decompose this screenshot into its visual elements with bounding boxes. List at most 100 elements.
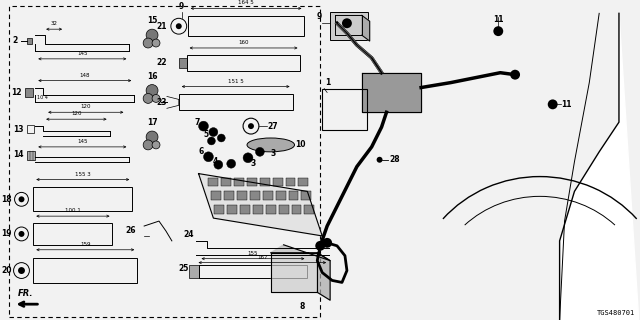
Text: 17: 17	[147, 118, 157, 127]
Circle shape	[342, 18, 352, 28]
Text: 15: 15	[147, 16, 157, 25]
Bar	[240, 205, 250, 214]
Text: 22: 22	[156, 58, 167, 67]
Bar	[214, 205, 224, 214]
Bar	[263, 191, 273, 200]
Bar	[179, 58, 187, 68]
Bar	[211, 191, 221, 200]
Circle shape	[18, 267, 25, 274]
Polygon shape	[335, 15, 362, 35]
Text: 10 4: 10 4	[37, 95, 48, 100]
Circle shape	[227, 159, 236, 168]
Text: 6: 6	[198, 147, 204, 156]
Polygon shape	[198, 174, 322, 236]
Circle shape	[322, 238, 332, 248]
Text: 23: 23	[156, 98, 167, 107]
Circle shape	[146, 84, 158, 96]
Text: 18: 18	[1, 195, 12, 204]
Bar	[298, 178, 308, 187]
Text: FR.: FR.	[18, 289, 33, 298]
Bar	[278, 205, 289, 214]
Circle shape	[510, 70, 520, 80]
Text: 120: 120	[81, 104, 91, 109]
Text: 32: 32	[51, 21, 58, 26]
Bar	[189, 265, 198, 278]
Text: 27: 27	[268, 122, 278, 131]
Circle shape	[152, 141, 160, 149]
Polygon shape	[271, 253, 317, 292]
Circle shape	[376, 157, 383, 163]
Bar	[301, 191, 311, 200]
Text: 4: 4	[213, 157, 218, 166]
Circle shape	[209, 128, 218, 137]
Bar	[273, 178, 283, 187]
Circle shape	[146, 131, 158, 143]
Circle shape	[143, 140, 153, 150]
Bar	[250, 191, 260, 200]
Circle shape	[316, 241, 325, 251]
Text: 12: 12	[11, 88, 22, 97]
Bar	[221, 178, 231, 187]
Bar	[33, 258, 137, 284]
Text: 160: 160	[238, 40, 249, 45]
Text: 3: 3	[271, 149, 276, 158]
Circle shape	[243, 153, 253, 163]
Bar	[8, 6, 320, 317]
Bar	[179, 94, 292, 110]
Bar	[227, 205, 237, 214]
Bar	[28, 125, 35, 133]
Circle shape	[143, 93, 153, 103]
Text: 11: 11	[493, 15, 504, 24]
Text: 145: 145	[77, 139, 88, 144]
Text: 26: 26	[125, 227, 136, 236]
Polygon shape	[362, 73, 421, 112]
Text: 19: 19	[1, 229, 12, 238]
Text: 148: 148	[79, 73, 90, 78]
Circle shape	[19, 196, 24, 202]
Text: 11: 11	[561, 100, 572, 109]
Circle shape	[19, 231, 24, 237]
Polygon shape	[271, 245, 330, 261]
Bar	[322, 89, 367, 130]
Bar	[28, 151, 35, 160]
Text: 5: 5	[204, 130, 209, 139]
Text: 145: 145	[77, 51, 88, 56]
Bar	[266, 205, 276, 214]
Circle shape	[152, 39, 160, 47]
Circle shape	[207, 137, 216, 145]
Text: 159: 159	[80, 242, 90, 247]
Circle shape	[255, 148, 264, 156]
Circle shape	[214, 160, 223, 169]
Bar	[187, 55, 300, 71]
Circle shape	[152, 94, 160, 102]
Bar	[253, 205, 263, 214]
Text: 164 5: 164 5	[238, 0, 254, 5]
Bar	[305, 205, 314, 214]
Bar	[276, 191, 285, 200]
Bar	[285, 178, 296, 187]
Ellipse shape	[247, 138, 294, 152]
Text: 20: 20	[1, 266, 12, 275]
Text: 21: 21	[156, 22, 167, 31]
Bar	[26, 88, 33, 97]
Bar	[209, 178, 218, 187]
Text: 9: 9	[317, 12, 322, 21]
Bar	[292, 205, 301, 214]
Circle shape	[146, 29, 158, 41]
Text: 24: 24	[183, 230, 194, 239]
Circle shape	[204, 152, 213, 162]
Text: 13: 13	[13, 124, 24, 133]
Bar	[198, 265, 307, 278]
Text: 28: 28	[390, 155, 400, 164]
Text: 9: 9	[179, 2, 184, 12]
Text: TGS480701: TGS480701	[596, 310, 635, 316]
Polygon shape	[317, 253, 330, 300]
Bar	[289, 191, 298, 200]
Text: 10: 10	[296, 140, 306, 149]
Bar	[234, 178, 244, 187]
Text: 155 3: 155 3	[75, 172, 91, 177]
Circle shape	[198, 121, 209, 131]
Circle shape	[143, 38, 153, 48]
Text: 151 5: 151 5	[228, 79, 244, 84]
Text: 14: 14	[13, 150, 24, 159]
